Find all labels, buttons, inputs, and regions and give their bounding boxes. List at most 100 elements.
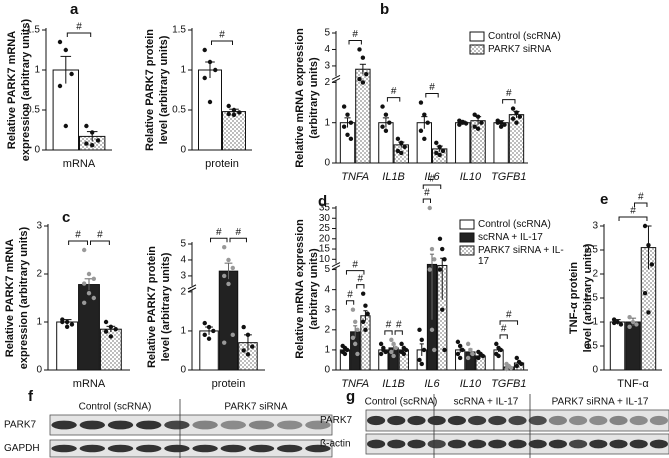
data-point — [226, 103, 231, 109]
data-point — [113, 327, 118, 332]
significance-label: # — [97, 230, 103, 241]
data-point — [84, 123, 89, 129]
data-point — [494, 341, 499, 347]
significance-bracket — [210, 237, 228, 243]
y-tick-label: 3 — [324, 304, 330, 315]
data-point — [355, 327, 360, 333]
significance-bracket — [356, 284, 365, 289]
data-point — [86, 271, 92, 277]
data-point — [611, 317, 617, 322]
data-point — [81, 247, 87, 253]
legend-swatch — [459, 232, 475, 243]
blot-band — [305, 444, 331, 453]
x-tick-label: TNFA — [341, 171, 369, 183]
blot-group-label: Control (scRNA) — [79, 402, 152, 413]
significance-label: # — [630, 206, 636, 217]
data-point — [364, 71, 369, 77]
legend-item: PARK7 siRNA — [488, 44, 551, 55]
data-point — [226, 257, 231, 263]
x-tick-label: IL1B — [382, 171, 405, 183]
significance-bracket — [634, 202, 648, 207]
data-point — [510, 116, 516, 121]
data-point — [465, 355, 471, 361]
data-point — [502, 122, 507, 127]
data-point — [399, 150, 404, 156]
panel-label: e — [600, 191, 608, 208]
blot-group-label: PARK7 siRNA — [224, 402, 287, 413]
data-point — [422, 136, 427, 142]
data-point — [363, 327, 368, 333]
blot-band — [387, 439, 406, 449]
y-tick-label: 0.5 — [584, 341, 598, 352]
data-point — [355, 351, 360, 357]
data-point — [434, 150, 439, 156]
data-point — [360, 80, 366, 85]
data-point — [630, 319, 636, 325]
blot-band — [79, 420, 105, 430]
data-point — [402, 144, 407, 150]
blot-group-label: Control (scRNA) — [365, 397, 438, 408]
data-point — [442, 257, 447, 262]
y-tick-label: 2 — [324, 77, 330, 88]
y-tick-label: 1 — [34, 65, 40, 76]
data-point — [475, 114, 481, 119]
data-point — [457, 355, 463, 361]
data-point — [455, 339, 461, 345]
data-point — [202, 47, 207, 53]
bar — [339, 122, 356, 164]
data-point — [417, 357, 422, 363]
significance-label: # — [429, 174, 435, 185]
axis-break — [187, 284, 197, 290]
data-point — [437, 152, 442, 158]
blot-band — [589, 415, 608, 426]
y-axis-label: Relative mRNA expression — [294, 28, 306, 168]
legend-item: Control (scRNA) — [478, 219, 551, 230]
data-point — [90, 130, 95, 135]
data-point — [479, 120, 484, 125]
blot-band — [569, 415, 588, 426]
data-point — [91, 276, 97, 281]
data-point — [207, 59, 213, 65]
significance-bracket — [499, 320, 519, 325]
y-axis-label: (arbitrary units) — [308, 248, 320, 330]
data-point — [231, 112, 237, 118]
blot-band — [528, 439, 547, 449]
data-point — [108, 334, 114, 339]
data-point — [472, 124, 477, 129]
data-point — [422, 112, 427, 117]
x-tick-label: IL1B — [382, 378, 405, 390]
blot-band — [277, 444, 303, 453]
data-point — [206, 336, 212, 341]
data-point — [437, 144, 442, 150]
blot-band — [107, 444, 134, 453]
data-point — [357, 76, 362, 82]
data-point — [63, 123, 68, 129]
data-point — [514, 363, 519, 369]
significance-label: # — [235, 227, 241, 238]
significance-bracket — [502, 99, 516, 104]
panel-label: c — [62, 209, 70, 226]
y-axis-label: expression (arbitrary units) — [20, 18, 32, 161]
data-point — [429, 327, 435, 333]
axis-break-gap — [333, 76, 339, 81]
data-point — [222, 340, 227, 345]
data-point — [207, 99, 213, 105]
data-point — [425, 120, 430, 125]
y-tick-label: 0.5 — [172, 105, 186, 116]
data-point — [399, 341, 404, 347]
x-tick-label: mRNA — [63, 158, 96, 170]
y-tick-label: 20 — [319, 233, 331, 244]
data-point — [401, 351, 407, 357]
data-point — [389, 349, 394, 355]
y-tick-label: 0 — [324, 158, 330, 169]
data-point — [90, 143, 95, 148]
data-point — [468, 347, 473, 353]
data-point — [202, 332, 207, 338]
blot-band — [192, 420, 218, 430]
data-point — [460, 347, 465, 353]
blot-band — [609, 415, 628, 426]
data-point — [470, 351, 475, 357]
data-point — [69, 322, 75, 327]
data-point — [231, 107, 237, 113]
significance-label: # — [386, 320, 392, 331]
